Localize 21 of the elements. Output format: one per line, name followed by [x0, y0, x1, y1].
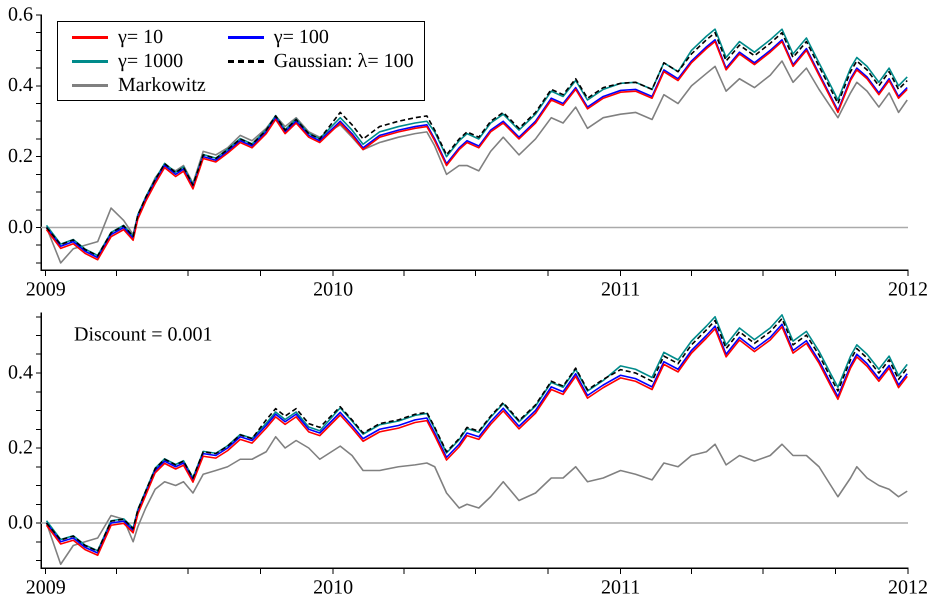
y-tick-label: 0.2	[8, 144, 33, 167]
x-tick-label: 2012	[888, 278, 928, 300]
y-tick-label: 0.0	[8, 511, 33, 534]
y-tick-label: 0.4	[8, 361, 33, 384]
x-tick-label: 2011	[600, 576, 640, 596]
y-tick-label: 0.6	[8, 3, 33, 26]
x-tick-label: 2009	[26, 278, 66, 300]
legend-label: γ= 1000	[118, 49, 184, 73]
legend-label: Markowitz	[118, 73, 206, 97]
x-tick-label: 2012	[888, 576, 928, 596]
legend-label: γ= 10	[118, 25, 164, 49]
legend-label: Gaussian: λ= 100	[274, 49, 414, 73]
y-tick-label: 0.4	[8, 74, 33, 96]
x-tick-label: 2009	[26, 576, 66, 596]
annotation: Discount = 0.001	[74, 323, 212, 346]
y-tick-label: 0.0	[8, 216, 33, 238]
x-tick-label: 2010	[313, 576, 354, 596]
legend-label: γ= 100	[274, 25, 329, 49]
x-tick-label: 2010	[313, 278, 354, 300]
y-tick-label: 0.2	[8, 436, 33, 458]
x-tick-label: 2011	[600, 278, 640, 300]
